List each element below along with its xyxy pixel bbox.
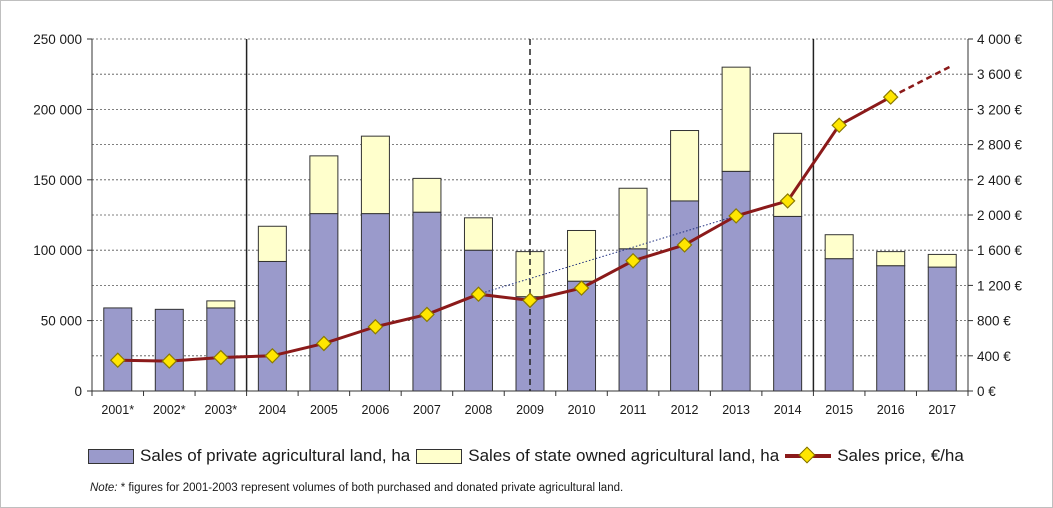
bar-private — [309, 213, 339, 392]
price-marker — [522, 292, 538, 309]
bar-private — [876, 265, 906, 392]
y-left-tick-label: 100 000 — [33, 243, 82, 258]
x-tick-label: 2008 — [465, 403, 493, 417]
x-tick-label: 2017 — [928, 403, 956, 417]
bar-state — [927, 253, 957, 268]
bar-state — [463, 217, 493, 251]
price-marker — [264, 347, 281, 364]
x-tick-label: 2013 — [722, 403, 750, 417]
chart-svg: 0 50 000 100 000 150 000 200 000 250 000 0 € 40… — [33, 32, 1023, 417]
legend-label-private: Sales of private agricultural land, ha — [140, 446, 411, 465]
price-marker — [419, 306, 435, 323]
bar-private — [257, 260, 287, 392]
y-left-tick-label: 200 000 — [33, 102, 82, 117]
bar-state — [257, 225, 287, 262]
bar-private — [567, 280, 597, 392]
legend-swatch-private — [88, 448, 134, 464]
x-tick-label: 2016 — [877, 403, 905, 417]
bar-state — [824, 234, 854, 260]
x-tick-label: 2007 — [413, 403, 441, 417]
bar-state — [567, 229, 597, 282]
y-left-tick-label: 150 000 — [33, 173, 82, 188]
price-marker — [882, 89, 899, 105]
y-right-tick-label: 1 600 € — [977, 243, 1023, 258]
price-marker — [728, 208, 744, 224]
bar-state — [618, 187, 648, 250]
x-tick-label: 2012 — [671, 403, 699, 417]
bar-private — [412, 211, 442, 392]
price-marker — [779, 193, 796, 209]
bar-private — [824, 258, 854, 392]
price-marker — [109, 352, 126, 369]
bar-private — [670, 200, 700, 392]
y-right-tick-label: 2 400 € — [977, 173, 1023, 188]
x-tick-label: 2014 — [774, 403, 802, 417]
legend: Sales of private agricultural land, ha S… — [88, 442, 970, 470]
bar-state — [412, 177, 442, 213]
y-right-tick-label: 3 200 € — [977, 102, 1023, 117]
price-marker — [212, 349, 229, 366]
legend-swatch-price — [785, 446, 832, 465]
footnote-label: Note: — [90, 482, 118, 494]
footnote: Note: * figures for 2001-2003 represent … — [90, 482, 623, 494]
legend-item-private: Sales of private agricultural land, ha — [88, 446, 410, 466]
y-left-tick-label: 0 — [74, 384, 82, 399]
trendline — [478, 215, 737, 295]
x-tick-label: 2002* — [153, 403, 186, 417]
y-right-tick-label: 2 800 € — [977, 138, 1023, 153]
bar-state — [360, 135, 390, 215]
price-marker — [676, 237, 693, 253]
x-tick-label: 2010 — [568, 403, 596, 417]
bar-private — [927, 266, 957, 392]
bar-private — [360, 213, 390, 392]
y-right-tick-label: 400 € — [977, 349, 1011, 364]
y-right-tick-label: 1 200 € — [977, 278, 1023, 293]
bar-private — [618, 248, 648, 392]
price-projection — [890, 64, 954, 99]
price-marker — [573, 280, 590, 296]
x-tick-label: 2009 — [516, 403, 544, 417]
x-tick-label: 2015 — [825, 403, 853, 417]
bar-private — [103, 307, 133, 392]
bar-private — [721, 170, 751, 392]
y-right-tick-label: 2 000 € — [977, 208, 1023, 223]
price-marker — [367, 318, 384, 335]
x-tick-label: 2001* — [101, 403, 134, 417]
bar-state — [309, 155, 339, 215]
bar-private — [773, 215, 803, 392]
footnote-text: * figures for 2001-2003 represent volume… — [117, 482, 624, 494]
x-tick-label: 2003* — [204, 403, 237, 417]
x-tick-label: 2011 — [620, 403, 647, 417]
x-tick-label: 2005 — [310, 403, 338, 417]
x-tick-label: 2004 — [258, 403, 286, 417]
y-left-tick-label: 250 000 — [33, 32, 82, 47]
legend-label-price: Sales price, €/ha — [837, 446, 964, 465]
bar-private — [154, 308, 184, 392]
y-right-tick-label: 0 € — [977, 384, 996, 399]
price-marker — [316, 335, 332, 352]
bar-private — [463, 249, 493, 392]
price-line — [117, 95, 892, 363]
y-right-tick-label: 800 € — [977, 314, 1011, 329]
y-right-tick-label: 3 600 € — [977, 67, 1023, 82]
price-marker — [470, 286, 487, 303]
legend-swatch-state — [416, 448, 463, 464]
legend-item-price: Sales price, €/ha — [785, 446, 964, 466]
bar-state — [670, 130, 700, 202]
bar-private — [206, 307, 236, 392]
x-tick-label: 2006 — [362, 403, 390, 417]
price-marker — [831, 117, 848, 134]
bar-state — [721, 66, 751, 172]
bar-state — [876, 251, 906, 267]
y-left-tick-label: 50 000 — [41, 314, 82, 329]
legend-item-state: Sales of state owned agricultural land, … — [416, 446, 779, 466]
price-marker — [161, 353, 178, 369]
y-right-tick-label: 4 000 € — [977, 32, 1023, 47]
price-marker — [625, 252, 641, 269]
legend-label-state: Sales of state owned agricultural land, … — [468, 446, 780, 465]
bar-state — [206, 300, 236, 309]
